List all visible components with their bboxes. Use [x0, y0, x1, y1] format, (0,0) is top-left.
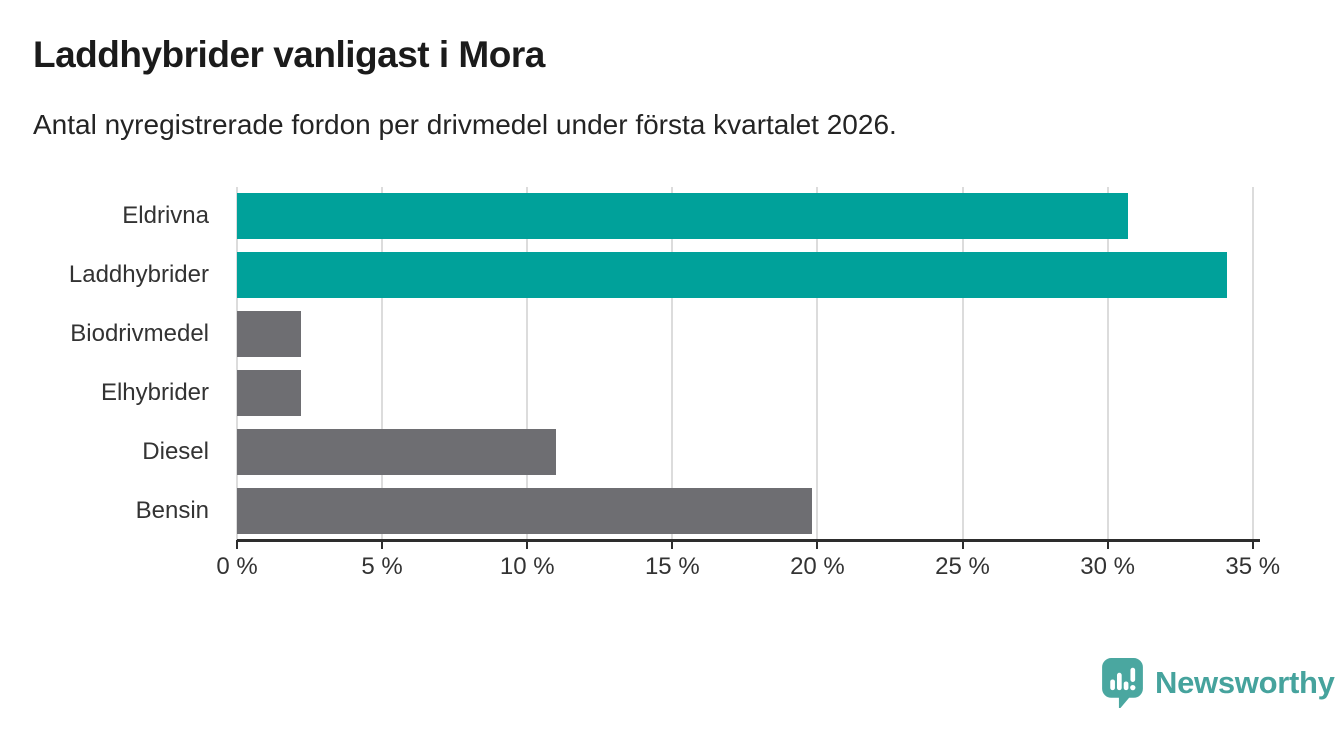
axis-tick — [1106, 540, 1109, 549]
axis-tick-label: 5 % — [361, 553, 403, 580]
gridline — [961, 187, 964, 540]
axis-tick-label: 20 % — [790, 553, 845, 580]
category-label: Biodrivmedel — [70, 320, 209, 348]
category-label: Diesel — [142, 437, 209, 465]
brand-footer: Newsworthy — [1100, 657, 1335, 708]
gridline — [236, 187, 238, 540]
category-labels-column: Eldrivna Laddhybrider Biodrivmedel Elhybrid… — [0, 187, 223, 540]
axis-tick-label: 30 % — [1080, 553, 1135, 580]
x-axis-line — [237, 539, 1260, 542]
bar-bensin — [237, 487, 812, 534]
bar-diesel — [237, 428, 557, 475]
axis-tick-label: 35 % — [1225, 553, 1281, 580]
newsworthy-logo-icon — [1102, 658, 1143, 708]
gridline — [671, 187, 674, 540]
gridline — [381, 187, 384, 540]
chart-subtitle: Antal nyregistrerade fordon per drivmede… — [33, 109, 897, 140]
axis-tick — [236, 540, 238, 549]
axis-tick-label: 0 % — [216, 553, 258, 580]
bar-elhybrider — [237, 369, 301, 416]
axis-tick-label: 25 % — [935, 553, 990, 580]
axis-tick — [381, 540, 384, 549]
axis-tick — [526, 540, 529, 549]
category-label: Bensin — [135, 496, 209, 524]
axis-tick — [961, 540, 964, 549]
gridline — [816, 187, 819, 540]
axis-tick — [1251, 540, 1254, 549]
gridline — [1251, 187, 1254, 540]
brand-name: Newsworthy — [1155, 664, 1335, 700]
plot-area: 0 % 5 % 10 % 15 % 20 % 25 % 30 % 35 % — [216, 187, 1280, 580]
bar-laddhybrider — [237, 252, 1227, 299]
category-label: Elhybrider — [100, 378, 209, 406]
chart-title: Laddhybrider vanligast i Mora — [33, 34, 545, 75]
axis-tick — [671, 540, 674, 549]
axis-tick — [816, 540, 819, 549]
bar-biodrivmedel — [237, 311, 301, 358]
axis-tick-label: 10 % — [499, 553, 555, 580]
gridline — [1106, 187, 1109, 540]
bar-eldrivna — [237, 193, 1128, 240]
gridline — [526, 187, 529, 540]
category-label: Eldrivna — [122, 202, 209, 230]
category-label: Laddhybrider — [68, 261, 209, 289]
axis-tick-label: 15 % — [644, 553, 700, 580]
